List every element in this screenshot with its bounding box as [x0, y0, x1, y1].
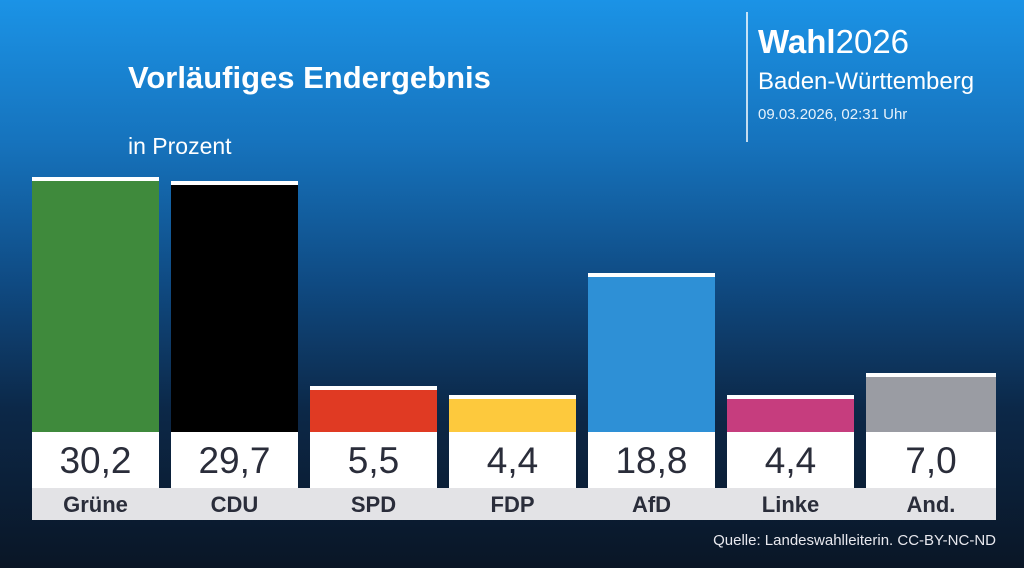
brand-logo: Wahl2026	[758, 23, 910, 60]
bar-2	[310, 385, 437, 432]
chart-subtitle: in Prozent	[128, 133, 232, 159]
category-label: CDU	[210, 492, 259, 517]
category-label: AfD	[631, 492, 672, 517]
bar-0	[32, 176, 159, 432]
bar-4	[588, 273, 715, 432]
value-label: 5,5	[310, 432, 437, 488]
brand-block: Wahl2026 Baden-Württemberg 09.03.2026, 0…	[746, 12, 974, 142]
label-band	[32, 488, 996, 520]
bar-3	[449, 394, 576, 432]
category-label: FDP	[490, 492, 535, 517]
value-label: 29,7	[171, 432, 298, 488]
value-label: 7,0	[866, 432, 996, 488]
value-label: 18,8	[588, 432, 715, 488]
bar-1	[171, 181, 298, 432]
source-note: Quelle: Landeswahlleiterin. CC-BY-NC-ND	[713, 532, 996, 549]
bar-5	[727, 394, 854, 432]
timestamp: 09.03.2026, 02:31 Uhr	[758, 106, 908, 123]
bar-6	[866, 372, 996, 432]
value-label: 30,2	[32, 432, 159, 488]
category-label: Linke	[761, 492, 820, 517]
value-label: 4,4	[727, 432, 854, 488]
region-label: Baden-Württemberg	[758, 68, 975, 95]
category-label: And.	[906, 492, 956, 517]
value-label: 4,4	[449, 432, 576, 488]
chart-title: Vorläufiges Endergebnis	[128, 60, 491, 95]
category-label: SPD	[350, 492, 397, 517]
category-label: Grüne	[63, 492, 128, 517]
